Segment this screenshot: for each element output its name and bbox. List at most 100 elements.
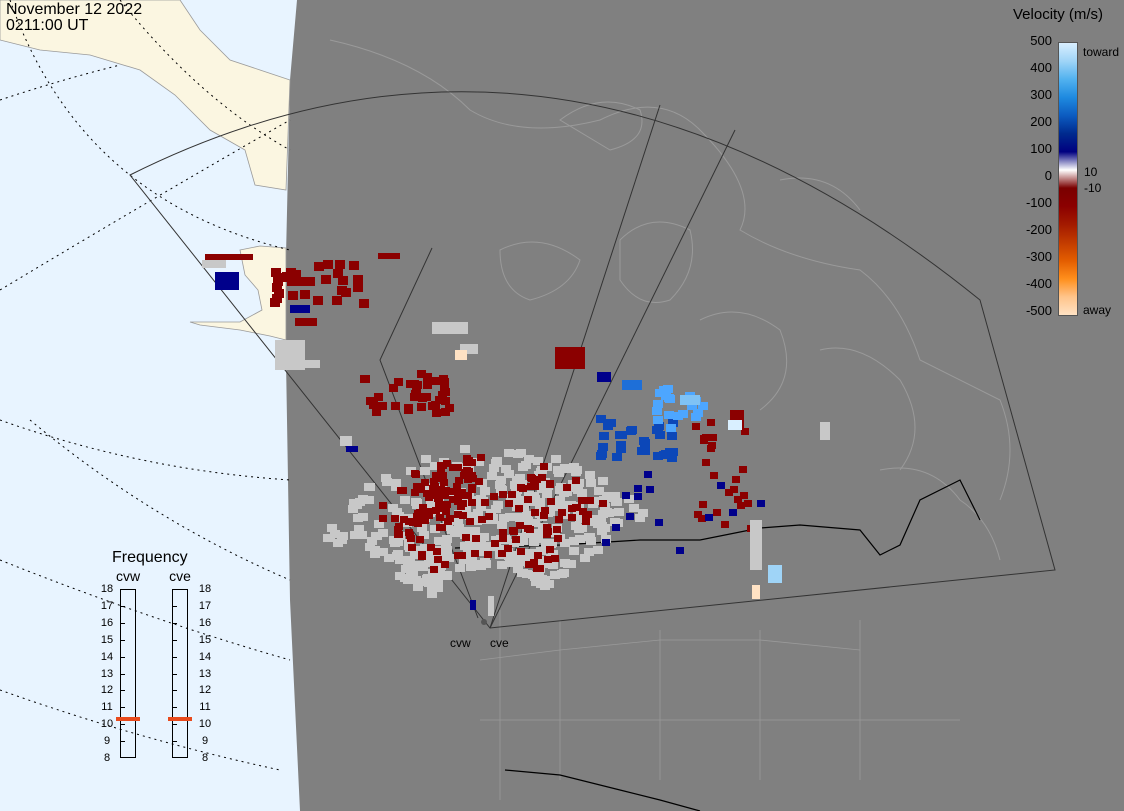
echo-cell: [504, 449, 514, 457]
echo-cell: [295, 318, 317, 326]
echo-cell: [598, 510, 608, 518]
colorbar-tick-label: 100: [1030, 141, 1052, 156]
echo-cell: [457, 503, 465, 510]
colorbar-toward-label: toward: [1083, 45, 1120, 59]
echo-cell: [433, 582, 443, 590]
frequency-marker: [116, 717, 140, 722]
echo-cell: [272, 283, 282, 292]
echo-cell: [702, 459, 710, 466]
frequency-tick: [172, 622, 177, 624]
echo-cell: [411, 576, 421, 584]
time-label: 0211:00 UT: [6, 17, 89, 34]
echo-cell: [404, 404, 413, 412]
echo-cell: [557, 570, 567, 578]
echo-cell: [447, 488, 455, 495]
echo-cell: [622, 380, 642, 390]
echo-cell: [463, 459, 471, 466]
echo-cell: [433, 548, 441, 555]
aleutian-land: [189, 245, 287, 341]
country-borders: [454, 479, 981, 811]
echo-cell: [694, 511, 702, 518]
echo-cell: [338, 276, 348, 285]
echo-cell: [526, 526, 534, 533]
echo-cell: [556, 483, 566, 491]
echo-cell: [597, 527, 607, 535]
echo-cell: [459, 556, 469, 564]
colorbar-tick-label: -500: [1025, 303, 1052, 318]
frequency-tick: [172, 690, 177, 692]
echo-cell: [441, 561, 449, 568]
echo-cell: [540, 512, 548, 519]
echo-cell: [419, 504, 427, 511]
echo-cell: [463, 467, 471, 474]
echo-cell: [717, 482, 725, 489]
echo-cell: [475, 478, 483, 485]
echo-cell: [439, 462, 447, 469]
echo-cell: [497, 521, 507, 529]
echo-cell: [406, 571, 416, 579]
echo-cell: [374, 520, 384, 528]
colorbar-gradient: [1058, 42, 1078, 316]
echo-cell: [664, 411, 674, 419]
outer-ocean-region: [0, 0, 300, 811]
echo-cell: [480, 487, 490, 495]
echo-cell: [568, 505, 576, 512]
echo-cell: [414, 510, 422, 517]
echo-cell: [453, 483, 461, 490]
echo-cell: [744, 500, 752, 507]
echo-cell: [634, 493, 642, 500]
echo-cell: [290, 305, 310, 313]
frequency-tick: [120, 673, 125, 675]
echo-cell: [668, 448, 678, 456]
echo-cell: [547, 498, 555, 505]
echo-cell: [468, 459, 476, 466]
echo-cell: [554, 535, 562, 542]
colorbar-title: Velocity (m/s): [1013, 6, 1104, 23]
echo-cell: [599, 500, 607, 507]
echo-cell: [533, 457, 543, 465]
echo-cell: [473, 509, 483, 517]
echo-cell: [453, 515, 463, 523]
echo-cell: [288, 291, 298, 300]
echo-cell: [442, 571, 452, 579]
echo-cell: [423, 490, 431, 497]
echo-cell: [593, 546, 603, 554]
echo-cell: [424, 579, 434, 587]
echo-cell: [449, 496, 457, 503]
echo-cell: [337, 286, 347, 295]
echo-cell: [470, 600, 476, 610]
echo-cell: [369, 401, 378, 409]
echo-cell: [391, 515, 399, 522]
echo-cell: [505, 559, 515, 567]
echo-cell: [476, 503, 486, 511]
frequency-scale-label: 11: [101, 701, 113, 714]
echo-cell: [337, 536, 347, 544]
echo-cell: [578, 497, 586, 504]
colorbar-tick-label: 200: [1030, 114, 1052, 129]
echo-cell: [622, 492, 630, 499]
echo-cell: [403, 576, 413, 584]
echo-cell: [516, 449, 526, 457]
echo-cell: [752, 585, 760, 599]
echo-cell: [430, 566, 438, 573]
echo-cell: [546, 481, 554, 488]
echo-cell: [559, 489, 569, 497]
echo-cell: [215, 272, 239, 290]
echo-cell: [740, 492, 748, 499]
frequency-marker: [168, 717, 192, 722]
alaska-land: [0, 0, 291, 191]
echo-cell: [487, 472, 497, 480]
echo-cell: [713, 509, 721, 516]
echo-cell: [667, 432, 677, 440]
echo-cell: [728, 420, 742, 430]
echo-cell: [327, 524, 337, 532]
echo-cell: [354, 525, 364, 533]
echo-cell: [489, 464, 499, 472]
echo-cell: [496, 476, 506, 484]
echo-cell: [273, 277, 283, 286]
echo-cell: [646, 486, 654, 493]
colorbar-away-label: away: [1083, 303, 1112, 317]
echo-cell: [555, 496, 565, 504]
echo-cell: [644, 471, 652, 478]
echo-cell: [580, 554, 590, 562]
